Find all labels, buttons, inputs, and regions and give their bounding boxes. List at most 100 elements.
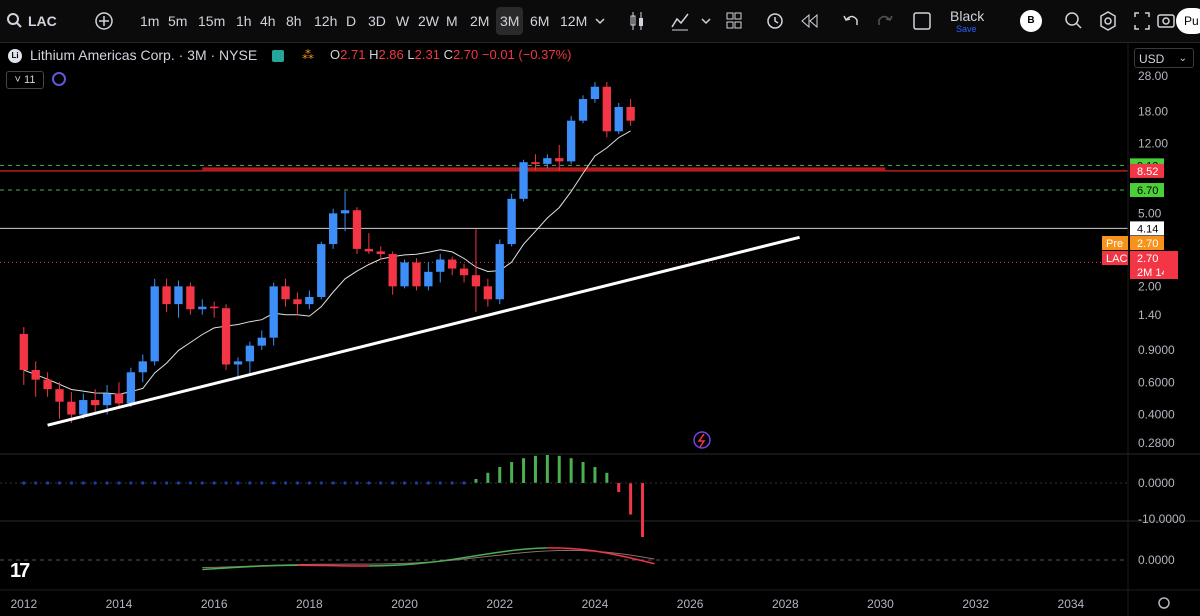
timeframe-4h[interactable]: 4h (260, 13, 276, 29)
candles-icon[interactable] (628, 0, 646, 42)
candle[interactable] (436, 254, 445, 283)
timeframe-5m[interactable]: 5m (168, 13, 188, 29)
tradingview-logo[interactable]: 17 (10, 560, 30, 582)
candle[interactable] (102, 384, 112, 415)
candle[interactable] (626, 99, 635, 126)
candle[interactable] (281, 278, 290, 307)
alert-icon[interactable] (765, 0, 785, 42)
timeframe-2W[interactable]: 2W (418, 13, 439, 29)
candle[interactable] (79, 393, 88, 419)
candle[interactable] (138, 354, 147, 383)
candle[interactable] (293, 292, 302, 315)
event-lightning-icon[interactable] (693, 431, 711, 449)
candle[interactable] (578, 95, 588, 124)
theme-save[interactable]: Save (956, 24, 977, 34)
ma-indicator-toggle[interactable]: ˅ 11 (6, 71, 44, 89)
candle[interactable] (317, 241, 326, 300)
candle[interactable] (376, 246, 385, 260)
candle[interactable] (352, 207, 362, 255)
undo-icon[interactable] (842, 0, 860, 42)
avatar[interactable]: B (1020, 10, 1042, 32)
redo-icon[interactable] (876, 0, 894, 42)
indicator-visibility-icon[interactable] (52, 72, 66, 86)
candle[interactable] (495, 239, 504, 305)
candle[interactable] (424, 262, 433, 291)
candle[interactable] (329, 208, 338, 249)
add-symbol-icon[interactable] (94, 0, 114, 42)
theme-name[interactable]: Black (950, 8, 985, 24)
indicators-icon[interactable] (670, 0, 690, 42)
timeframe-15m[interactable]: 15m (198, 13, 226, 29)
candle[interactable] (471, 229, 481, 312)
timeframe-W[interactable]: W (396, 13, 410, 29)
candle[interactable] (483, 278, 493, 307)
candle[interactable] (233, 357, 243, 380)
expand-icon[interactable] (1132, 0, 1152, 42)
candle[interactable] (186, 282, 195, 315)
candle[interactable] (543, 154, 552, 169)
axis-price-label[interactable]: 6.70 (1130, 183, 1164, 198)
camera-icon[interactable] (1156, 0, 1176, 42)
candle[interactable] (269, 282, 278, 346)
candle[interactable] (174, 280, 183, 318)
candle[interactable] (590, 82, 600, 103)
candle[interactable] (555, 144, 564, 172)
candle[interactable] (400, 259, 409, 289)
candle[interactable] (162, 278, 171, 312)
timeframe-2M[interactable]: 2M (470, 13, 490, 29)
candle[interactable] (150, 278, 159, 366)
candle[interactable] (412, 258, 421, 291)
layout-icon[interactable] (725, 0, 743, 42)
indicators-dropdown-icon[interactable] (700, 0, 712, 42)
candle[interactable] (531, 154, 540, 171)
publish-button[interactable]: Pu (1176, 8, 1200, 34)
axis-settings-icon[interactable] (1158, 597, 1170, 609)
timeframe-D[interactable]: D (346, 13, 357, 29)
candle[interactable] (257, 330, 266, 350)
candle[interactable] (67, 392, 76, 423)
candle[interactable] (55, 382, 64, 419)
axis-price-label[interactable]: 4.14 (1130, 221, 1164, 236)
timeframe-1m[interactable]: 1m (140, 13, 160, 29)
resistance-zone[interactable] (202, 167, 886, 171)
search-icon[interactable] (6, 0, 24, 42)
candle[interactable] (388, 251, 397, 295)
timeframe-6M[interactable]: 6M (530, 13, 550, 29)
market-status-icon[interactable] (272, 50, 284, 62)
candle[interactable] (245, 341, 255, 376)
zoom-icon[interactable] (1064, 0, 1084, 42)
support-trendline[interactable] (47, 235, 800, 427)
timeframe-12h[interactable]: 12h (314, 13, 338, 29)
settings-icon[interactable] (1098, 0, 1118, 42)
symbol-search[interactable]: LAC (28, 13, 57, 29)
candle[interactable] (459, 263, 469, 283)
axis-price-label[interactable]: 2.70 2M 14d LAC (1102, 251, 1178, 279)
candle[interactable] (198, 299, 207, 315)
timeframe-3D[interactable]: 3D (368, 13, 386, 29)
axis-price-label[interactable]: 8.52 (1130, 163, 1164, 178)
candle[interactable] (340, 191, 350, 232)
replay-icon[interactable] (800, 0, 820, 42)
timeframe-8h[interactable]: 8h (286, 13, 302, 29)
candle[interactable] (602, 82, 611, 138)
timeframe-1h[interactable]: 1h (236, 13, 252, 29)
candle[interactable] (447, 256, 457, 276)
candle[interactable] (566, 115, 576, 164)
currency-selector[interactable]: USD ⌄ (1134, 48, 1194, 68)
candle[interactable] (19, 327, 28, 385)
candle[interactable] (210, 301, 219, 318)
earnings-icon[interactable]: ⁂ (302, 48, 314, 62)
timeframe-M[interactable]: M (446, 13, 458, 29)
candle[interactable] (507, 193, 516, 247)
chevron-down-icon[interactable] (594, 0, 606, 42)
axis-price-label[interactable]: 9.13 (1130, 158, 1164, 173)
candle[interactable] (114, 382, 124, 409)
candle[interactable] (305, 290, 314, 310)
candle[interactable] (221, 304, 231, 370)
timeframe-3M[interactable]: 3M (496, 7, 524, 35)
candle[interactable] (31, 361, 40, 397)
fullscreen-square-icon[interactable] (912, 0, 932, 42)
legend-title[interactable]: Lithium Americas Corp. · 3M · NYSE (30, 47, 258, 63)
candle[interactable] (126, 367, 136, 407)
